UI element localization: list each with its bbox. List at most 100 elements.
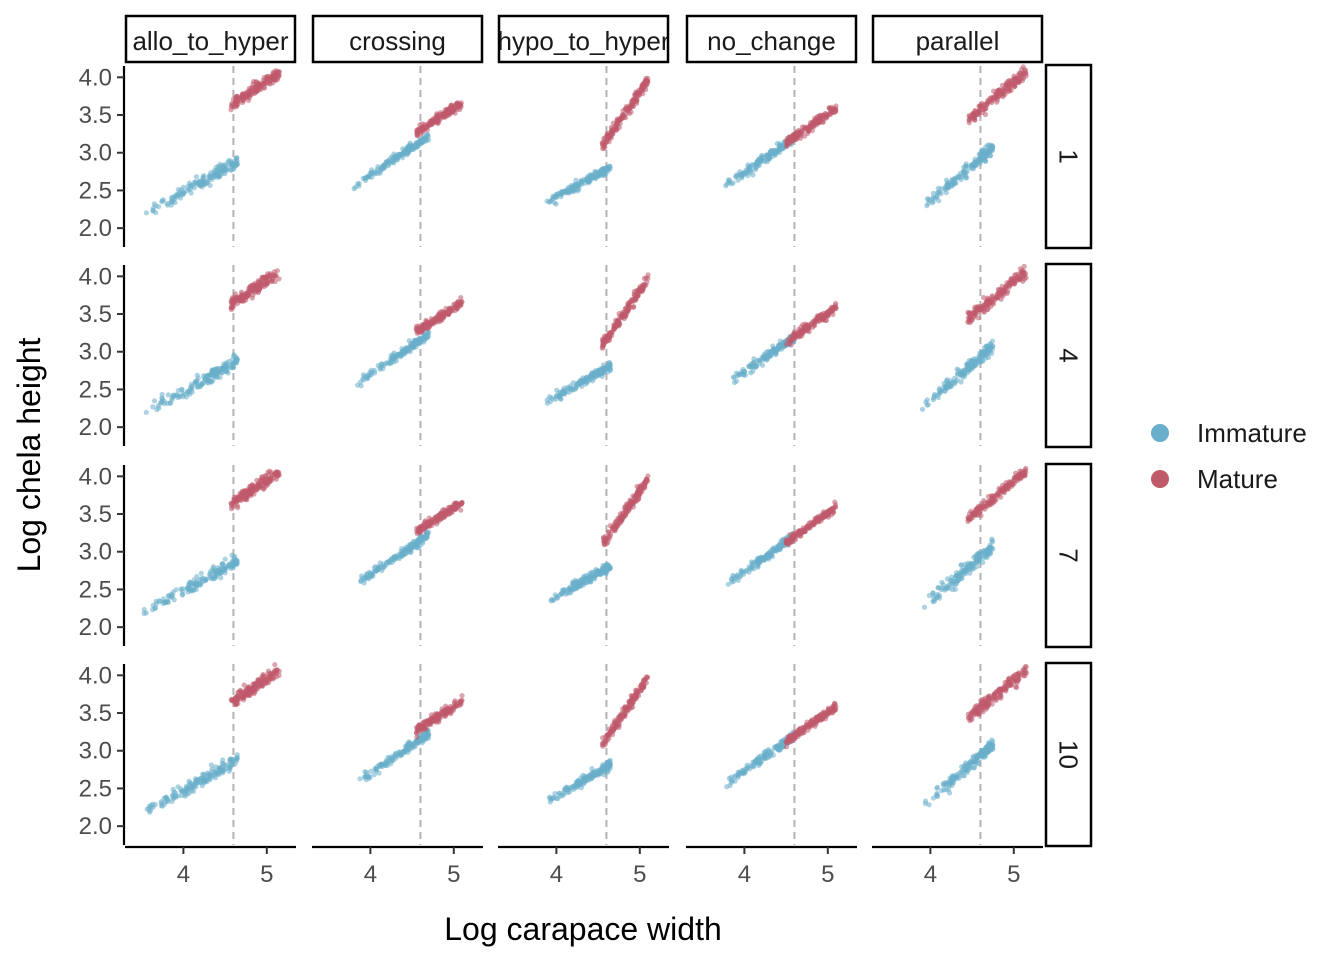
immature-point [940, 581, 946, 588]
mature-point [232, 291, 238, 297]
immature-point [930, 397, 937, 403]
panel-parallel-7 [921, 465, 1029, 646]
panel-hypo_to_hyper-1 [544, 66, 651, 247]
immature-point [754, 159, 760, 165]
immature-point [924, 402, 930, 408]
immature-point [365, 372, 371, 378]
mature-point [429, 318, 435, 324]
mature-point [438, 516, 444, 522]
immature-point [415, 538, 421, 544]
immature-point [740, 366, 746, 373]
immature-point [161, 398, 167, 404]
immature-point [766, 154, 772, 160]
immature-point [989, 338, 996, 344]
mature-point [630, 98, 636, 104]
immature-point [200, 174, 206, 180]
mature-point [800, 128, 806, 134]
immature-point [201, 182, 207, 188]
immature-point [934, 392, 940, 399]
immature-point [407, 147, 413, 153]
y-tick-label: 2.5 [79, 376, 112, 403]
immature-point [570, 387, 576, 393]
immature-point [194, 372, 200, 378]
panel-parallel-1 [924, 64, 1029, 247]
x-tick-label: 4 [738, 861, 751, 888]
immature-point [958, 562, 964, 568]
immature-point [958, 379, 964, 385]
column-strip-label: crossing [349, 26, 446, 56]
immature-point [973, 355, 979, 362]
mature-point [820, 119, 826, 125]
mature-point [241, 293, 247, 299]
y-tick-label: 2.5 [79, 576, 112, 603]
mature-point [612, 126, 618, 132]
mature-point [1002, 91, 1008, 97]
immature-point [983, 553, 989, 559]
immature-point [391, 160, 397, 166]
immature-point [210, 569, 216, 575]
immature-point [209, 372, 216, 378]
panel-crossing-7 [358, 465, 465, 646]
y-tick-label: 3.0 [79, 738, 112, 765]
immature-point [179, 387, 185, 393]
mature-point [796, 531, 802, 537]
mature-point [416, 525, 422, 532]
mature-point [235, 96, 241, 102]
immature-point [141, 610, 147, 617]
mature-point [447, 308, 453, 314]
immature-point [725, 177, 732, 183]
mature-point [452, 105, 458, 111]
immature-point [746, 364, 752, 370]
mature-point [1005, 485, 1011, 491]
immature-point [926, 196, 932, 202]
mature-point [977, 307, 983, 313]
y-tick-label: 4.0 [79, 64, 112, 91]
mature-point [1006, 279, 1013, 285]
immature-point [936, 387, 942, 393]
mature-point [272, 71, 278, 77]
immature-point [729, 579, 735, 585]
mature-point [804, 130, 811, 137]
mature-point [228, 107, 234, 113]
immature-point [935, 190, 941, 196]
immature-point [770, 149, 776, 155]
mature-point [631, 499, 637, 506]
immature-point [951, 381, 958, 387]
immature-point [407, 344, 413, 350]
immature-point [173, 587, 179, 593]
y-tick-label: 3.0 [79, 539, 112, 566]
panel-crossing-1 [351, 66, 464, 247]
row-strip-label: 10 [1054, 740, 1084, 769]
immature-point [156, 405, 162, 411]
immature-point [188, 381, 194, 387]
immature-point [202, 376, 208, 382]
mature-point [983, 105, 989, 112]
mature-point [984, 100, 990, 106]
immature-point [425, 131, 431, 138]
immature-point [924, 397, 930, 403]
immature-point [970, 563, 976, 569]
y-tick-label: 3.0 [79, 140, 112, 167]
mature-point [445, 106, 451, 112]
mature-point [792, 332, 798, 338]
mature-point [999, 288, 1005, 295]
x-tick-label: 5 [260, 861, 273, 888]
immature-point [353, 184, 359, 190]
mature-point [276, 472, 282, 479]
immature-point [732, 379, 738, 386]
mature-point [436, 315, 442, 321]
immature-point [755, 564, 761, 570]
column-strip [685, 14, 858, 64]
mature-point [255, 282, 262, 288]
immature-point [167, 400, 173, 406]
mature-point [458, 501, 464, 507]
mature-point [783, 341, 789, 347]
y-tick-label: 4.0 [79, 263, 112, 290]
immature-point [581, 577, 587, 583]
x-tick-label: 5 [821, 861, 834, 888]
immature-point [381, 563, 387, 569]
immature-point [983, 151, 989, 157]
mature-point [249, 295, 255, 301]
mature-point [1011, 82, 1018, 88]
